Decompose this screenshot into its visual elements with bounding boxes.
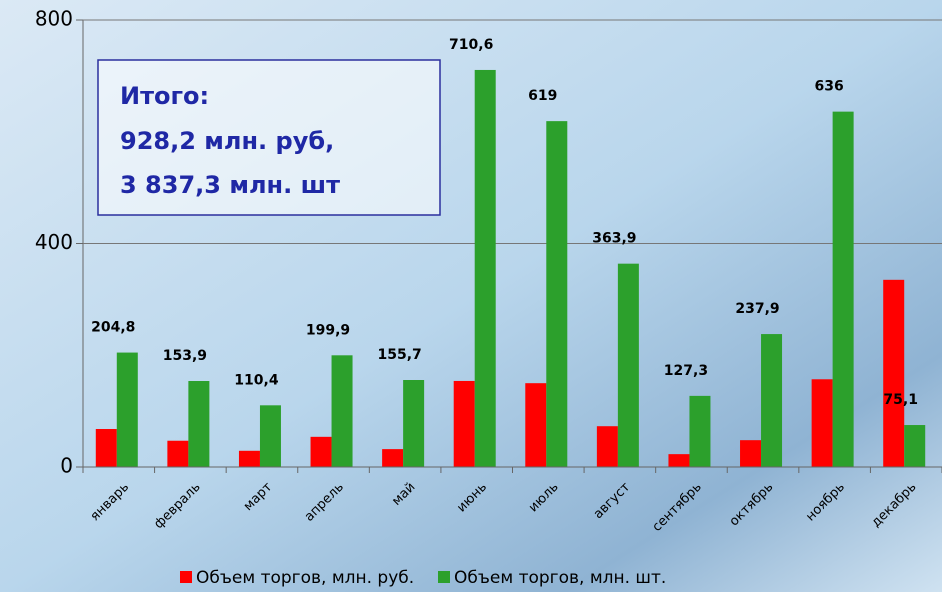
bar	[740, 440, 761, 467]
value-label: 237,9	[735, 301, 779, 317]
annotation-line: Итого:	[120, 82, 209, 110]
value-label: 204,8	[91, 320, 135, 336]
legend-swatch	[180, 571, 192, 583]
bar	[167, 441, 188, 467]
bar	[761, 334, 782, 467]
bar	[546, 121, 567, 467]
bar	[904, 425, 925, 467]
value-label: 127,3	[664, 363, 708, 379]
value-label: 199,9	[306, 322, 350, 338]
bar	[689, 396, 710, 467]
value-label: 636	[815, 79, 844, 95]
bar	[618, 264, 639, 467]
bar	[260, 405, 281, 467]
bar	[833, 112, 854, 467]
value-label: 155,7	[377, 347, 421, 363]
value-label: 710,6	[449, 37, 493, 53]
chart: Итого: 928,2 млн. руб, 3 837,3 млн. шт 0…	[0, 0, 942, 592]
bar	[668, 454, 689, 467]
bar	[311, 437, 332, 467]
value-label: 153,9	[163, 348, 207, 364]
bar	[382, 449, 403, 467]
bar	[597, 426, 618, 467]
bar	[475, 70, 496, 467]
value-label: 75,1	[883, 392, 918, 408]
value-label: 110,4	[234, 372, 279, 388]
bar	[332, 355, 353, 467]
legend-swatch	[438, 571, 450, 583]
bar	[403, 380, 424, 467]
bar	[239, 451, 260, 467]
legend-label: Объем торгов, млн. руб.	[196, 568, 414, 588]
bar	[525, 383, 546, 467]
y-tick-label: 400	[35, 230, 73, 254]
value-label: 619	[528, 88, 557, 104]
value-label: 363,9	[592, 231, 636, 247]
annotation-line: 928,2 млн. руб,	[120, 127, 334, 155]
bar	[117, 353, 138, 467]
bar	[812, 379, 833, 467]
annotation-line: 3 837,3 млн. шт	[120, 171, 340, 199]
legend-label: Объем торгов, млн. шт.	[454, 568, 666, 588]
y-tick-label: 0	[60, 454, 73, 478]
bar	[188, 381, 209, 467]
y-tick-label: 800	[35, 7, 73, 31]
bar	[883, 280, 904, 467]
bar	[454, 381, 475, 467]
bar	[96, 429, 117, 467]
